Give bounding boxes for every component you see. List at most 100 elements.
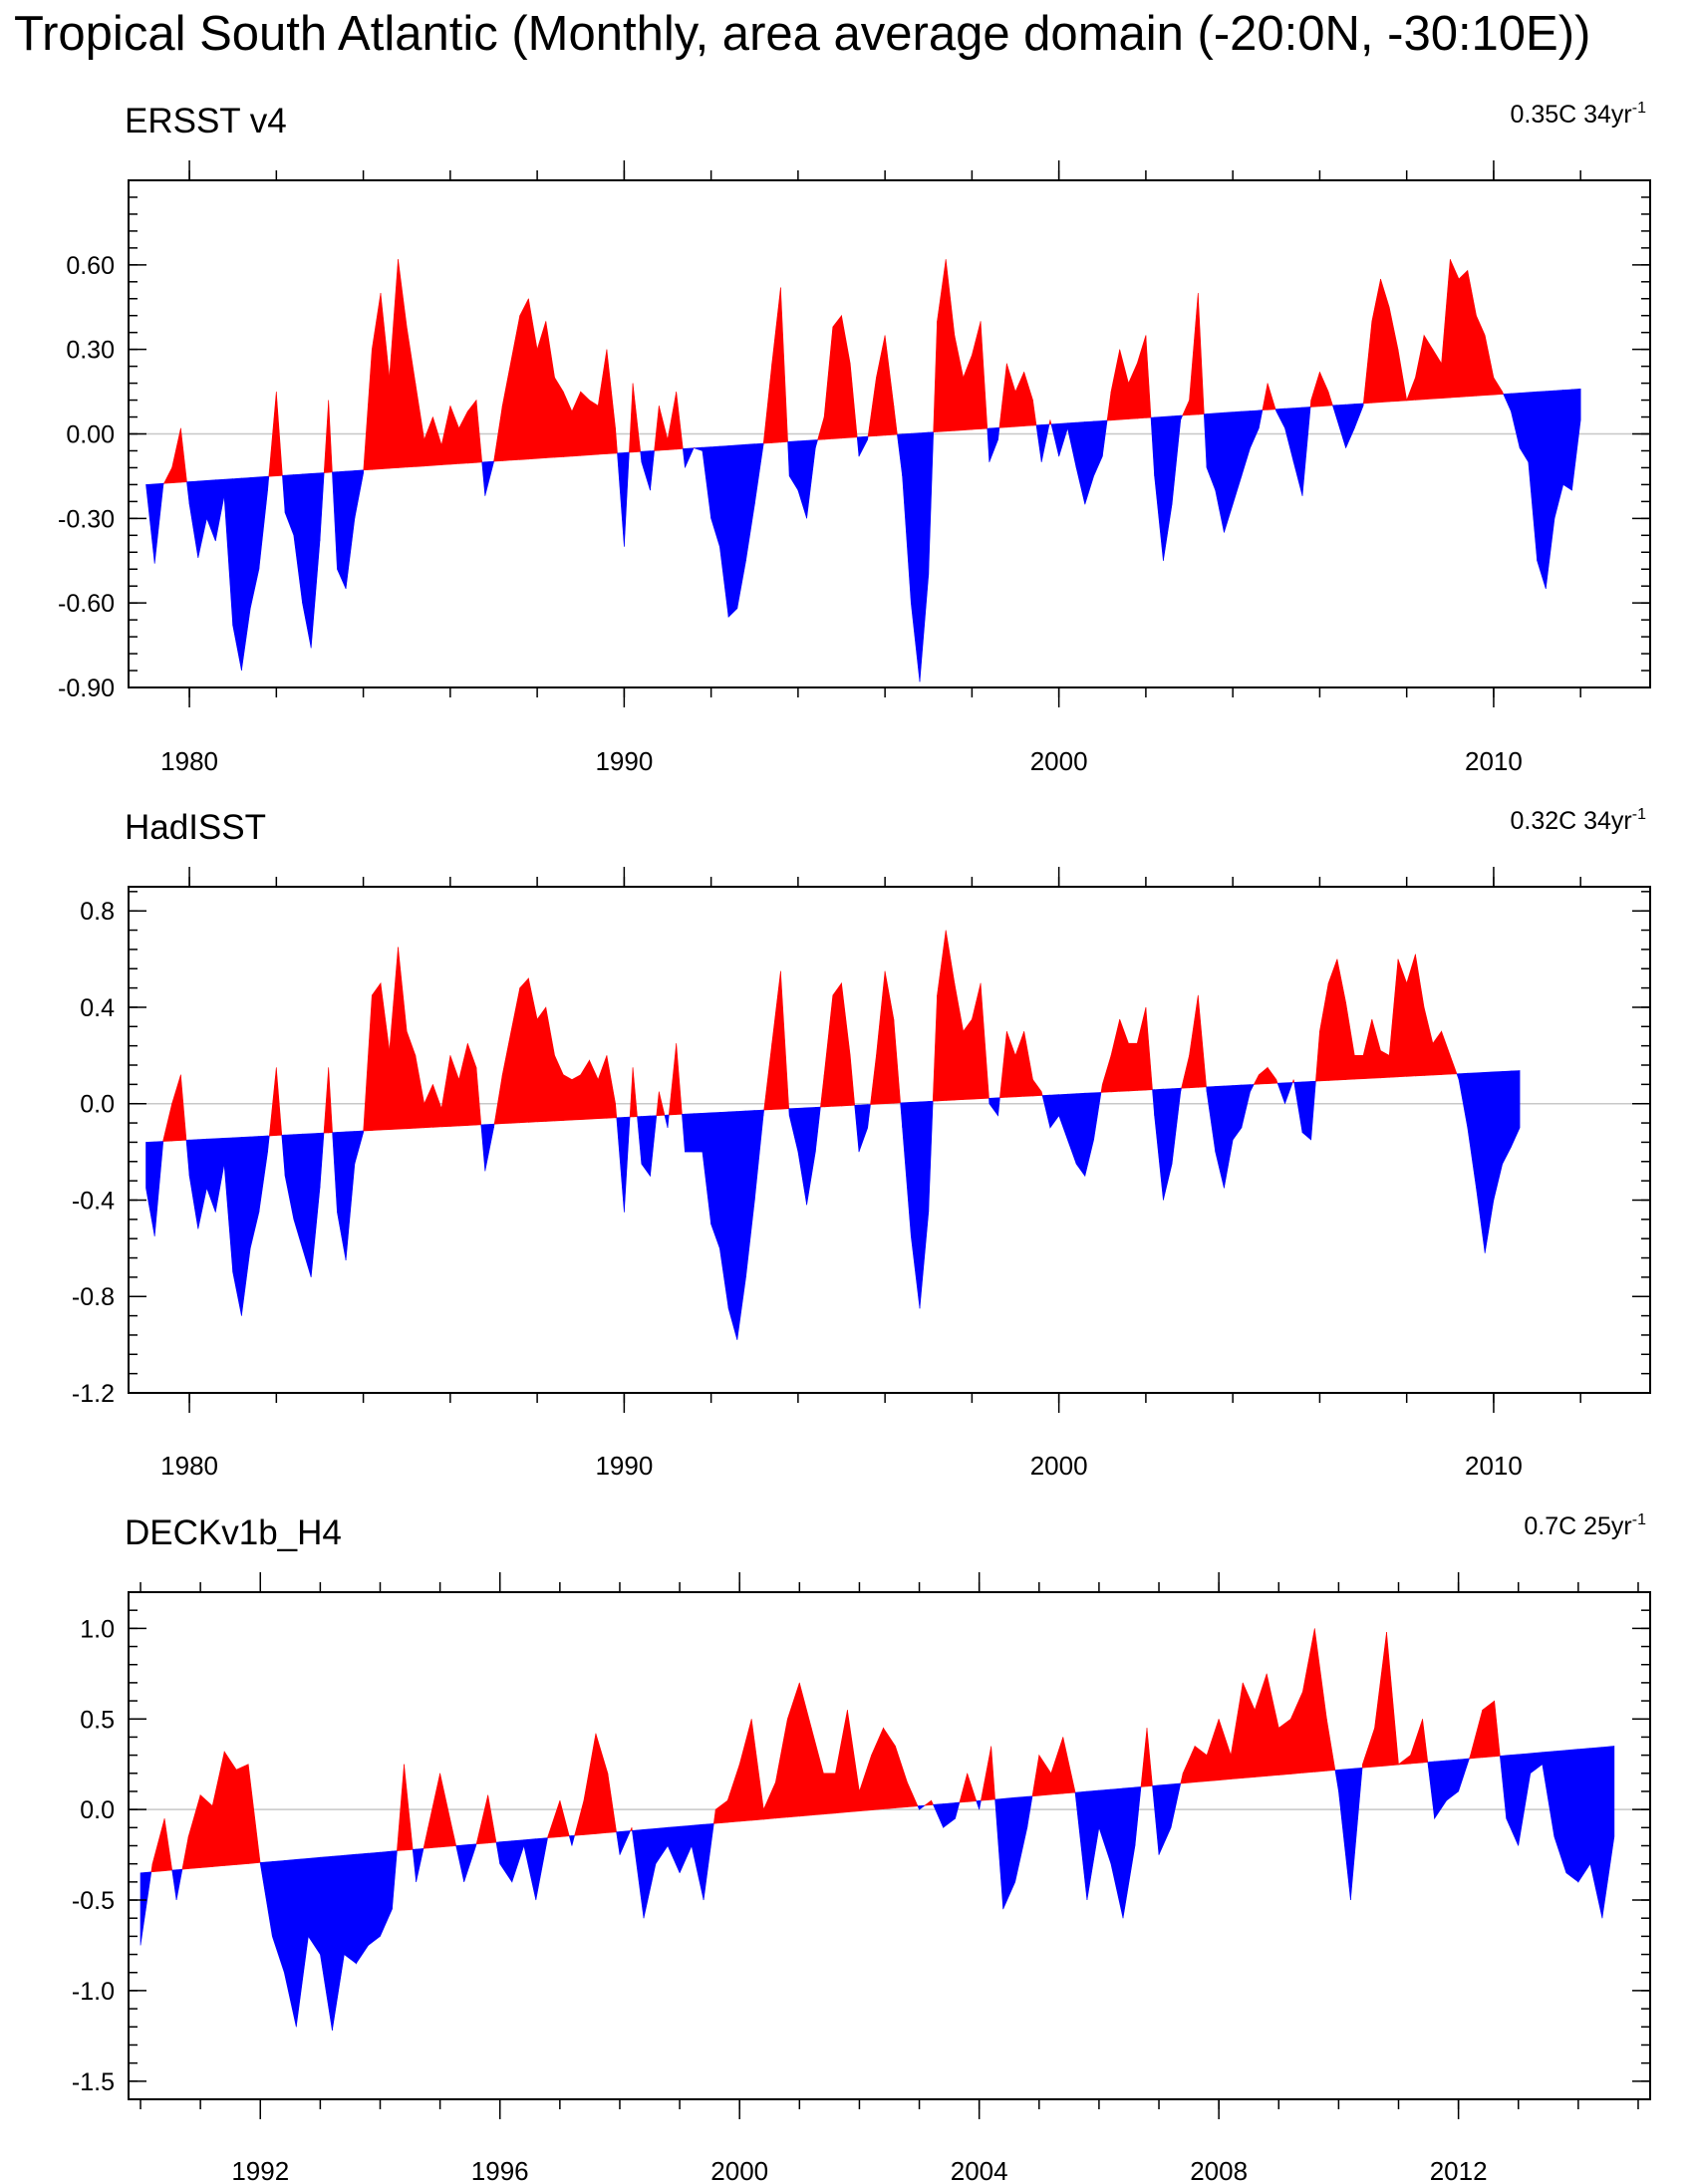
positive-anomaly-area: [1146, 1728, 1153, 1787]
positive-anomaly-area: [432, 1084, 442, 1128]
negative-anomaly-area: [308, 1856, 321, 1956]
positive-anomaly-area: [668, 1043, 677, 1116]
positive-anomaly-area: [1267, 1066, 1277, 1085]
negative-anomaly-area: [416, 1847, 424, 1882]
positive-anomaly-area: [1136, 1006, 1147, 1091]
positive-anomaly-area: [559, 1800, 570, 1837]
positive-anomaly-area: [563, 1074, 573, 1121]
negative-anomaly-area: [258, 1135, 268, 1213]
negative-anomaly-area: [1284, 408, 1294, 462]
negative-anomaly-area: [911, 432, 921, 682]
positive-anomaly-area: [1242, 1682, 1256, 1778]
positive-anomaly-area: [199, 1793, 213, 1868]
positive-anomaly-area: [1218, 1719, 1232, 1781]
negative-anomaly-area: [685, 447, 695, 468]
positive-anomaly-area: [276, 392, 283, 477]
positive-anomaly-area: [945, 930, 956, 1101]
negative-anomaly-area: [754, 442, 764, 505]
positive-anomaly-area: [1482, 1700, 1495, 1759]
negative-anomaly-area: [710, 1112, 720, 1249]
negative-anomaly-area: [1332, 405, 1338, 420]
negative-anomaly-area: [1163, 1088, 1173, 1201]
positive-anomaly-area: [895, 1746, 908, 1808]
positive-anomaly-area: [510, 315, 520, 461]
panel-deckv1b-h4: 1.0 0.5 0.0 -0.5 -1.0 -1.5 1992 1996 2000 2004 200…: [72, 1511, 1651, 2184]
positive-anomaly-area: [423, 1827, 428, 1849]
negative-anomaly-area: [249, 476, 260, 609]
negative-anomaly-area: [943, 1802, 956, 1828]
positive-anomaly-area: [1050, 1737, 1064, 1795]
positive-anomaly-area: [1262, 383, 1269, 410]
negative-anomaly-area: [1530, 1752, 1544, 1774]
positive-anomaly-area: [1319, 982, 1329, 1082]
negative-anomaly-area: [919, 431, 930, 682]
positive-anomaly-area: [449, 406, 459, 465]
x-tick-label: 1992: [231, 2156, 289, 2184]
positive-anomaly-area: [1145, 335, 1152, 418]
positive-anomaly-area: [799, 1682, 812, 1817]
y-tick-label: -0.30: [58, 505, 115, 533]
positive-anomaly-area: [211, 1751, 225, 1867]
positive-anomaly-area: [762, 363, 772, 444]
negative-anomaly-area: [736, 1110, 746, 1340]
positive-anomaly-area: [247, 1764, 261, 1864]
negative-anomaly-area: [241, 1136, 251, 1316]
negative-anomaly-area: [267, 475, 270, 491]
negative-anomaly-area: [171, 1869, 177, 1901]
negative-anomaly-area: [480, 1124, 486, 1172]
positive-anomaly-area: [223, 1751, 237, 1866]
positive-anomaly-area: [893, 406, 898, 435]
negative-anomaly-area: [332, 471, 338, 570]
negative-anomaly-area: [702, 446, 711, 519]
negative-anomaly-area: [455, 1844, 464, 1882]
negative-anomaly-area: [1511, 393, 1521, 448]
negative-anomaly-area: [1026, 1795, 1033, 1828]
plot-frame: [128, 1591, 1651, 2100]
negative-anomaly-area: [1577, 1748, 1591, 1883]
positive-anomaly-area: [1119, 349, 1129, 420]
negative-anomaly-area: [302, 472, 312, 649]
negative-anomaly-area: [1163, 415, 1173, 561]
positive-anomaly-area: [932, 994, 938, 1102]
positive-anomaly-area: [954, 335, 964, 431]
negative-anomaly-area: [332, 1132, 338, 1213]
y-tick-label: -0.5: [72, 1887, 115, 1915]
negative-anomaly-area: [392, 1850, 398, 1910]
positive-anomaly-area: [415, 383, 424, 467]
positive-anomaly-area: [323, 1067, 329, 1134]
positive-anomaly-area: [832, 314, 842, 439]
plot-frame: [128, 886, 1651, 1394]
positive-anomaly-area: [1354, 1055, 1364, 1080]
positive-anomaly-area: [981, 1746, 991, 1801]
negative-anomaly-area: [223, 1137, 233, 1273]
positive-anomaly-area: [1182, 1746, 1196, 1784]
positive-anomaly-area: [972, 321, 982, 430]
negative-anomaly-area: [1354, 403, 1364, 428]
x-tick-label: 2012: [1430, 2156, 1488, 2184]
negative-anomaly-area: [667, 1114, 670, 1128]
negative-anomaly-area: [332, 1854, 345, 2031]
positive-anomaly-area: [580, 391, 590, 456]
negative-anomaly-area: [979, 1799, 982, 1810]
negative-anomaly-area: [495, 1841, 500, 1864]
negative-anomaly-area: [1093, 1092, 1102, 1141]
negative-anomaly-area: [232, 477, 242, 672]
negative-anomaly-area: [523, 1838, 537, 1901]
positive-anomaly-area: [1006, 1030, 1016, 1098]
negative-anomaly-area: [1241, 410, 1251, 476]
positive-anomaly-area: [162, 1103, 172, 1142]
positive-anomaly-area: [1441, 259, 1451, 400]
positive-anomaly-area: [1494, 1701, 1501, 1758]
positive-anomaly-area: [424, 416, 433, 467]
negative-anomaly-area: [1067, 1093, 1077, 1165]
positive-anomaly-area: [1267, 383, 1276, 410]
negative-anomaly-area: [1152, 1784, 1160, 1855]
positive-anomaly-area: [1275, 1079, 1278, 1084]
negative-anomaly-area: [1528, 391, 1538, 561]
negative-anomaly-area: [1134, 1786, 1142, 1846]
negative-anomaly-area: [1232, 1084, 1243, 1141]
positive-anomaly-area: [151, 1818, 165, 1873]
y-tick-label: -0.8: [72, 1283, 115, 1311]
positive-anomaly-area: [235, 1764, 249, 1865]
negative-anomaly-area: [1084, 420, 1094, 505]
